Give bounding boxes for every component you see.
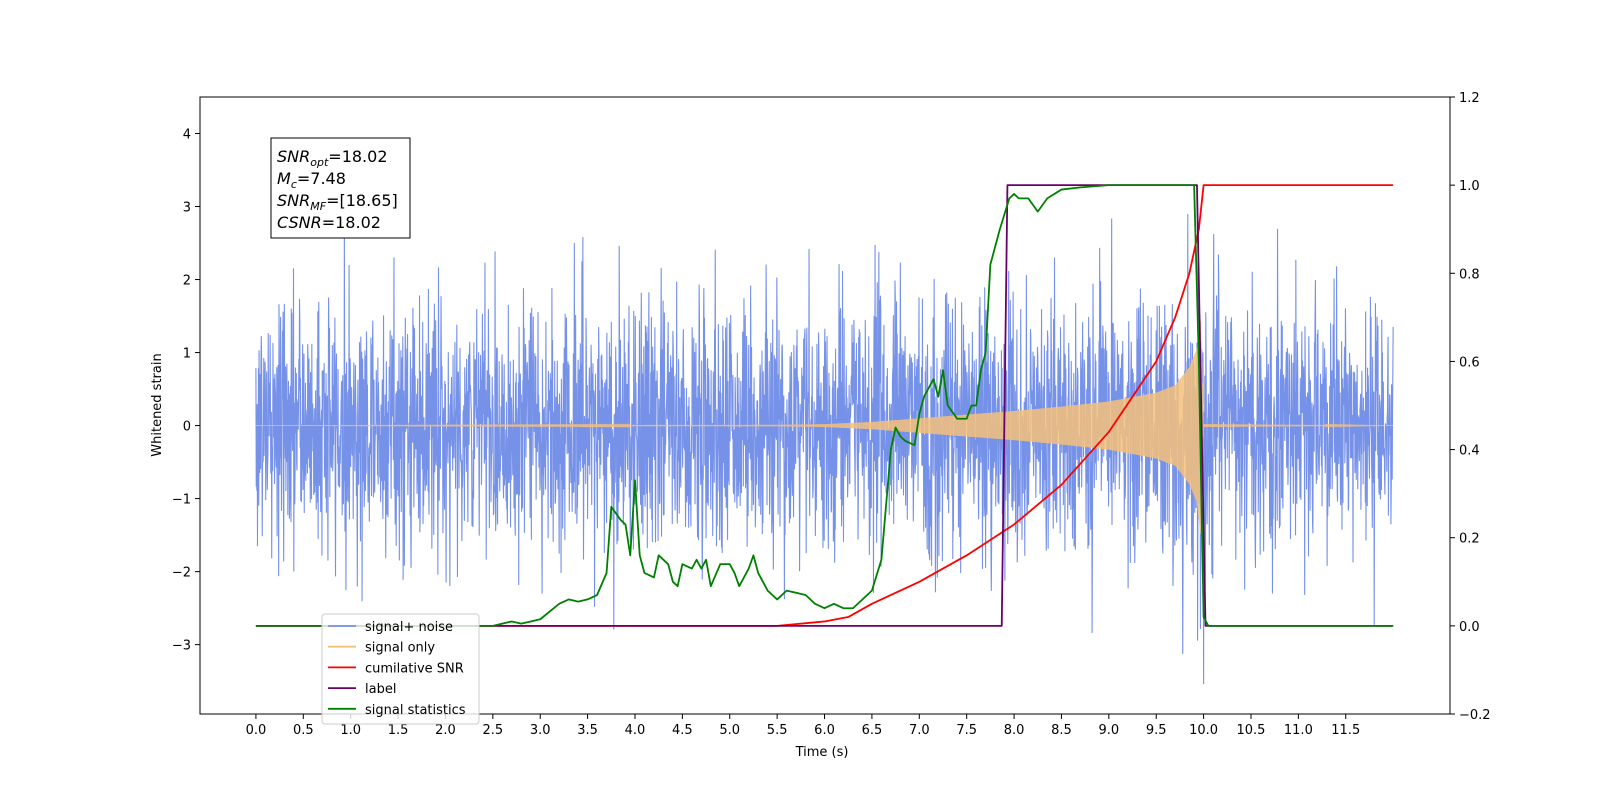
y-left-tick-label: 3: [183, 201, 191, 216]
y-axis-label: Whitened strain: [150, 353, 165, 456]
x-tick-label: 6.5: [862, 723, 883, 738]
legend-label: signal statistics: [365, 703, 466, 718]
y-right-tick-label: 0.4: [1459, 444, 1480, 459]
series-signal-only: [255, 319, 1394, 534]
y-left-tick-label: 4: [183, 128, 191, 143]
x-tick-label: 11.5: [1331, 723, 1360, 738]
x-tick-label: 0.0: [246, 723, 267, 738]
y-right-tick-label: 0.6: [1459, 355, 1480, 370]
x-axis-label: Time (s): [795, 745, 849, 760]
x-axis: 0.0 0.5 1.0 1.5 2.0 2.5 3.0 3.5 4.0 4.5 5.0 5.5 6.0 6…: [246, 714, 1360, 738]
x-tick-label: 5.0: [719, 723, 740, 738]
x-tick-label: 4.5: [672, 723, 693, 738]
x-tick-label: 0.5: [293, 723, 314, 738]
stats-line: CSNR=18.02: [277, 213, 381, 232]
x-tick-label: 2.5: [482, 723, 503, 738]
y-left-tick-label: 2: [183, 274, 191, 289]
x-tick-label: 10.5: [1237, 723, 1266, 738]
y-right-tick-label: −0.2: [1459, 708, 1491, 723]
stats-line: SNRMF=[18.65]: [277, 191, 398, 213]
x-tick-label: 3.0: [530, 723, 551, 738]
x-tick-label: 9.5: [1146, 723, 1167, 738]
y-axis-left: −3 −2 −1 0 1 2 3 4: [172, 128, 200, 654]
x-tick-label: 3.5: [577, 723, 598, 738]
series-cumulative-snr: [255, 184, 1394, 627]
x-tick-label: 8.5: [1051, 723, 1072, 738]
stats-line: Mc=7.48: [277, 169, 346, 191]
x-tick-label: 7.5: [956, 723, 977, 738]
y-left-tick-label: −1: [172, 493, 191, 508]
y-left-tick-label: −2: [172, 566, 191, 581]
x-tick-label: 4.0: [625, 723, 646, 738]
y-left-tick-label: 0: [183, 420, 191, 435]
plot-frame: [199, 96, 1451, 715]
x-tick-label: 5.5: [767, 723, 788, 738]
x-tick-label: 10.0: [1189, 723, 1218, 738]
legend-frame: [321, 613, 480, 725]
x-tick-label: 9.0: [1098, 723, 1119, 738]
stats-box-frame: [270, 137, 411, 239]
legend-label: signal only: [365, 641, 435, 656]
x-tick-label: 6.0: [814, 723, 835, 738]
legend-label: label: [365, 682, 396, 697]
series-signal-statistics: [255, 184, 1394, 627]
x-tick-label: 7.0: [909, 723, 930, 738]
plot-area: [255, 184, 1394, 685]
y-right-tick-label: 0.2: [1459, 532, 1480, 547]
stats-annotation: SNRopt=18.02Mc=7.48SNRMF=[18.65]CSNR=18.…: [270, 137, 411, 239]
x-tick-label: 2.0: [435, 723, 456, 738]
legend-label: signal+ noise: [365, 620, 453, 635]
y-right-tick-label: 1.2: [1459, 91, 1480, 106]
y-left-tick-label: 1: [183, 347, 191, 362]
y-left-tick-label: −3: [172, 639, 191, 654]
series-signal-plus-noise: [255, 213, 1394, 685]
y-right-tick-label: 1.0: [1459, 179, 1480, 194]
stats-line: SNRopt=18.02: [277, 147, 388, 169]
x-tick-label: 1.0: [340, 723, 361, 738]
x-tick-label: 8.0: [1004, 723, 1025, 738]
y-right-tick-label: 0.8: [1459, 267, 1480, 282]
legend: signal+ noise signal only cumilative SNR la…: [321, 613, 480, 725]
x-tick-label: 1.5: [388, 723, 409, 738]
legend-label: cumilative SNR: [365, 661, 464, 676]
x-tick-label: 11.0: [1284, 723, 1313, 738]
y-right-tick-label: 0.0: [1459, 620, 1480, 635]
y-axis-right: −0.2 0.0 0.2 0.4 0.6 0.8 1.0 1.2: [1450, 91, 1491, 723]
